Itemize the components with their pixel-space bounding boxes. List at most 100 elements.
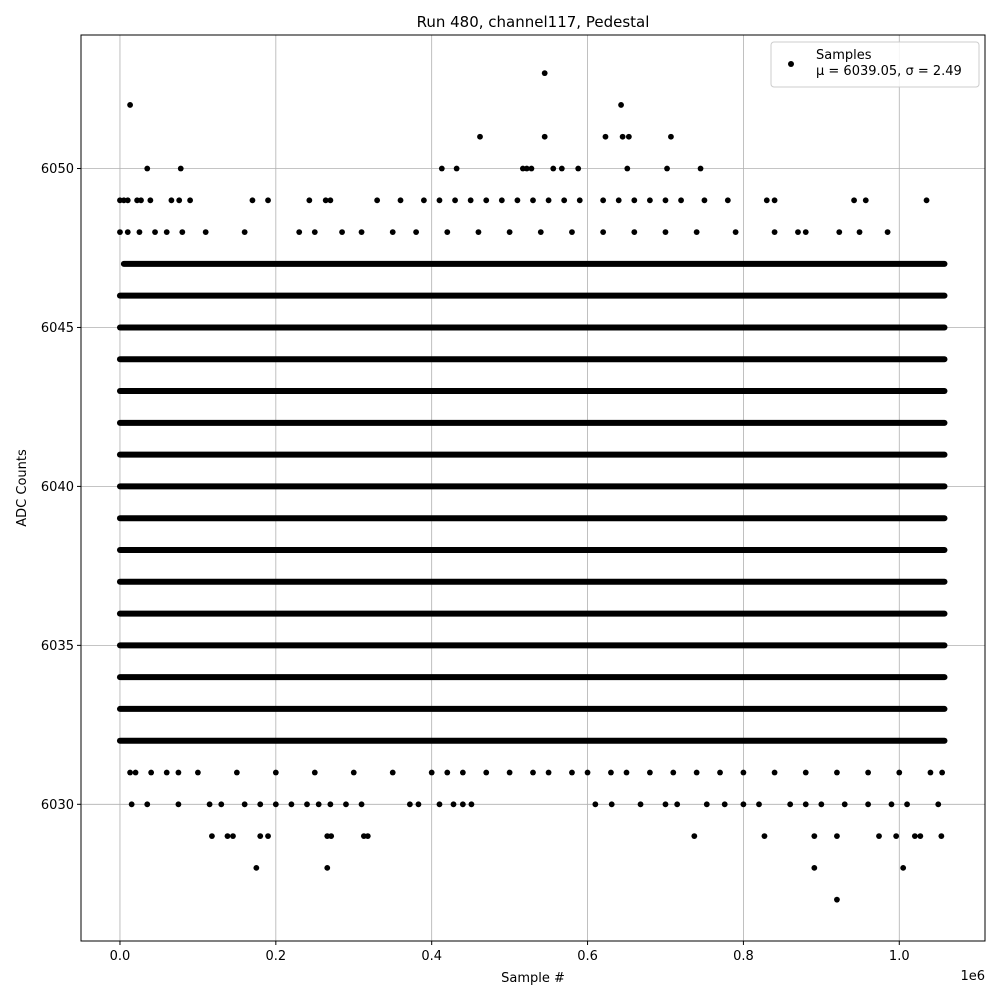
x-tick-label: 0.2 (265, 949, 286, 964)
data-point (558, 165, 565, 172)
data-point (459, 801, 466, 808)
data-point (693, 769, 700, 776)
data-point (265, 197, 271, 204)
data-point (176, 197, 183, 204)
data-point (350, 769, 357, 776)
data-point (498, 197, 505, 204)
data-point (339, 229, 345, 235)
data-point (523, 165, 530, 172)
data-point (623, 769, 630, 776)
data-point (202, 229, 209, 235)
data-point (389, 769, 396, 776)
data-point (662, 801, 669, 808)
data-point (304, 801, 310, 808)
data-point (175, 769, 182, 776)
data-point (904, 801, 910, 808)
dense-bands-layer (116, 260, 948, 744)
data-point (935, 801, 942, 808)
data-point (876, 833, 882, 839)
data-point (224, 833, 231, 839)
data-point (865, 801, 872, 808)
data-point (168, 197, 175, 204)
data-point (265, 833, 271, 839)
data-point (483, 769, 490, 776)
x-axis-scale-label: 1e6 (960, 969, 985, 984)
data-point (194, 769, 201, 776)
data-point (322, 197, 329, 204)
data-point (818, 801, 825, 808)
data-point (467, 197, 474, 204)
data-point (541, 133, 548, 140)
x-tick-label: 1.0 (889, 949, 910, 964)
data-point (415, 801, 422, 808)
data-point (187, 197, 194, 204)
data-point (888, 801, 895, 808)
data-point (938, 833, 945, 839)
data-point (923, 197, 930, 204)
data-point (459, 769, 466, 776)
data-point (646, 769, 653, 776)
data-point (608, 801, 615, 808)
data-point (856, 229, 863, 235)
data-point (674, 801, 681, 808)
data-point (602, 133, 609, 140)
data-point (374, 197, 381, 204)
data-point (450, 801, 457, 808)
data-point (618, 102, 624, 108)
data-point (296, 229, 303, 235)
data-point (703, 801, 710, 808)
x-axis-label: Sample # (501, 971, 565, 986)
legend: Samples μ = 6039.05, σ = 2.49 (770, 41, 980, 88)
x-tick-label: 0.4 (421, 949, 442, 964)
legend-box (770, 41, 980, 88)
data-point (444, 229, 451, 235)
data-point (364, 833, 371, 839)
data-point (117, 229, 123, 235)
data-point (436, 197, 443, 204)
legend-marker (788, 61, 794, 67)
data-point (397, 197, 404, 204)
data-point (327, 801, 334, 808)
data-point (306, 197, 313, 204)
data-point (811, 864, 818, 871)
data-point (939, 769, 946, 776)
data-point (545, 197, 552, 204)
data-point (177, 165, 184, 172)
plot-frame (80, 34, 986, 942)
data-point (328, 833, 335, 839)
x-tick-label: 0.6 (577, 949, 598, 964)
data-point (631, 197, 638, 204)
data-point (836, 229, 843, 235)
data-point (721, 801, 728, 808)
data-point (541, 70, 548, 77)
data-point (453, 165, 460, 172)
data-point (771, 197, 778, 204)
data-point (163, 769, 170, 776)
data-point (315, 801, 322, 808)
data-point (152, 229, 158, 235)
tick-layer: 0.0 0.2 0.4 0.6 0.8 1.0 6030 6035 6040 6045 6050 (41, 162, 910, 964)
data-point (272, 769, 279, 776)
data-point (917, 833, 924, 839)
data-point (477, 133, 483, 140)
data-point (311, 769, 318, 776)
data-point (740, 801, 747, 808)
y-tick-label: 6050 (41, 162, 74, 177)
data-point (576, 197, 583, 204)
data-point (592, 801, 599, 808)
data-point (893, 833, 900, 839)
data-point (218, 801, 225, 808)
data-point (561, 197, 568, 204)
data-point (163, 229, 170, 235)
data-point (802, 801, 809, 808)
data-point (253, 864, 260, 871)
y-tick-label: 6030 (41, 798, 74, 813)
data-point (756, 801, 762, 808)
data-point (862, 197, 869, 204)
data-point (584, 769, 591, 776)
data-point (717, 769, 723, 776)
data-point (697, 165, 704, 172)
data-point (124, 229, 131, 235)
data-point (834, 833, 840, 839)
